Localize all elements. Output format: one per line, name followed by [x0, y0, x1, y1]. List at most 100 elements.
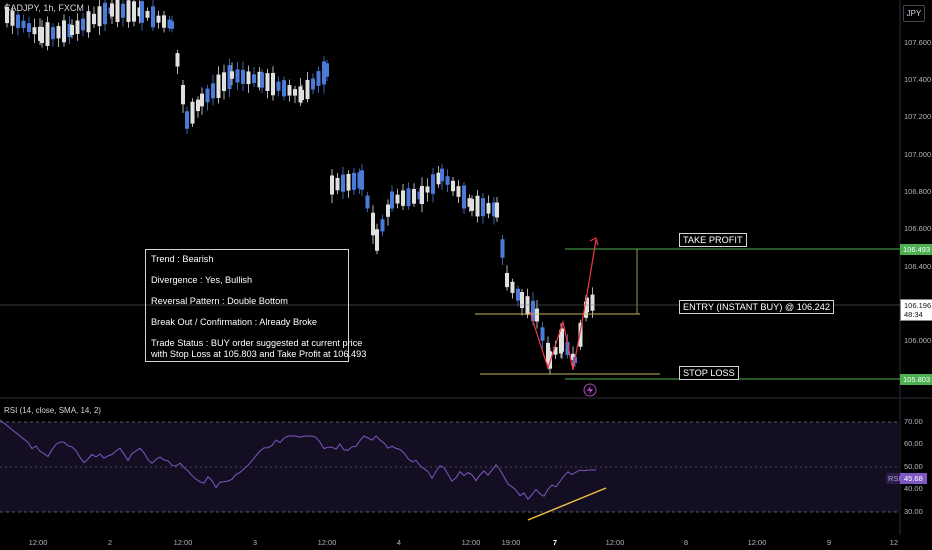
- candle-body: [252, 74, 256, 84]
- entry-label[interactable]: ENTRY (INSTANT BUY) @ 106.242: [679, 300, 835, 314]
- rsi-badge-label: RSI: [886, 473, 903, 484]
- candle-body: [271, 72, 275, 96]
- price-tick: 107.400: [904, 75, 932, 84]
- stop-loss-label[interactable]: STOP LOSS: [679, 366, 739, 380]
- candle-body: [45, 22, 50, 46]
- candle-body: [241, 69, 245, 84]
- candle-body: [531, 300, 535, 322]
- candle-body: [565, 341, 570, 356]
- time-tick: 12:00: [28, 538, 48, 547]
- candle-body: [167, 19, 172, 29]
- rsi-tick: 30.00: [904, 507, 923, 516]
- candle-body: [417, 191, 422, 200]
- rsi-title[interactable]: RSI (14, close, SMA, 14, 2): [4, 406, 101, 415]
- price-tick: 106.600: [904, 224, 932, 233]
- candle-body: [516, 288, 520, 301]
- candle-body: [235, 69, 240, 83]
- time-tick: 12: [889, 538, 898, 547]
- candle-body: [132, 1, 136, 22]
- candle-body: [330, 175, 334, 195]
- candle-body: [425, 186, 430, 193]
- candle-body: [246, 71, 251, 85]
- candle-body: [390, 191, 394, 209]
- candle-body: [395, 194, 400, 204]
- candle-body: [571, 353, 575, 361]
- candle-body: [56, 26, 61, 39]
- candle-body: [335, 177, 340, 191]
- divergence-text: Divergence : Yes, Bullish: [151, 275, 253, 285]
- candle-body: [440, 168, 444, 182]
- candle-body: [121, 3, 125, 18]
- candle-body: [535, 308, 539, 322]
- rsi-divergence-line[interactable]: [527, 487, 607, 521]
- rsi-line: [0, 419, 596, 501]
- current-price-value: 106.196: [904, 301, 932, 310]
- time-tick: 12:00: [747, 538, 767, 547]
- candle-body: [81, 18, 85, 31]
- candle-body: [505, 272, 509, 288]
- candle-body: [456, 186, 461, 197]
- candle-body: [406, 188, 411, 207]
- price-tick: 107.000: [904, 150, 932, 159]
- candle-body: [578, 322, 583, 347]
- rsi-value-label: 45.68: [900, 473, 927, 484]
- candle-body: [110, 3, 114, 17]
- time-tick: 12:00: [173, 538, 193, 547]
- price-tick: 107.200: [904, 112, 932, 121]
- candle-body: [282, 80, 286, 97]
- rsi-tick: 50.00: [904, 462, 923, 471]
- candle-body: [346, 173, 351, 191]
- candle-body: [436, 172, 441, 185]
- candle-body: [257, 71, 262, 88]
- candle-body: [386, 204, 390, 217]
- time-tick: 2: [107, 538, 113, 547]
- candle-body: [520, 292, 524, 308]
- pattern-text: Reversal Pattern : Double Bottom: [151, 296, 288, 306]
- candle-body: [103, 2, 107, 25]
- candle-body: [293, 89, 297, 96]
- candle-body: [10, 10, 15, 26]
- candle-body: [170, 21, 174, 29]
- candle-body: [553, 347, 558, 355]
- currency-button[interactable]: JPY: [903, 5, 925, 22]
- candle-body: [190, 101, 195, 124]
- price-tick: 106.400: [904, 262, 932, 271]
- breakout-text: Break Out / Confirmation : Already Broke: [151, 317, 317, 327]
- candle-body: [412, 188, 416, 204]
- candle-body: [510, 281, 515, 293]
- trade-info-box[interactable]: Trend : Bearish Divergence : Yes, Bullis…: [145, 249, 366, 362]
- time-tick: 12:00: [461, 538, 481, 547]
- candle-body: [181, 85, 185, 105]
- stop-loss-price-label: 105.803: [900, 374, 932, 385]
- candle-body: [145, 11, 150, 18]
- candle-body: [462, 185, 466, 209]
- candle-body: [300, 89, 304, 101]
- candle-body: [560, 328, 564, 352]
- candle-body: [431, 174, 435, 194]
- take-profit-label[interactable]: TAKE PROFIT: [679, 233, 747, 247]
- time-tick: 3: [252, 538, 258, 547]
- candle-body: [375, 229, 379, 251]
- time-tick: 7: [552, 538, 558, 547]
- candle-body: [175, 53, 180, 67]
- candle-body: [495, 202, 499, 218]
- candle-body: [126, 0, 131, 22]
- candles: [5, 0, 595, 375]
- candle-body: [360, 170, 364, 190]
- candle-body: [62, 20, 66, 43]
- double-bottom-path[interactable]: [529, 239, 597, 371]
- ticker-title[interactable]: CADJPY, 1h, FXCM: [4, 3, 84, 13]
- candle-body: [481, 198, 485, 217]
- candle-body: [185, 111, 189, 129]
- candle-body: [151, 6, 155, 28]
- candle-body: [92, 13, 96, 25]
- lightning-icon[interactable]: [583, 383, 597, 397]
- candle-body: [205, 88, 210, 103]
- candle-body: [97, 6, 102, 27]
- candle-body: [486, 203, 491, 214]
- time-tick: 12:00: [605, 538, 625, 547]
- candle-body: [16, 14, 20, 28]
- candle-body: [265, 73, 270, 91]
- candle-body: [21, 20, 26, 29]
